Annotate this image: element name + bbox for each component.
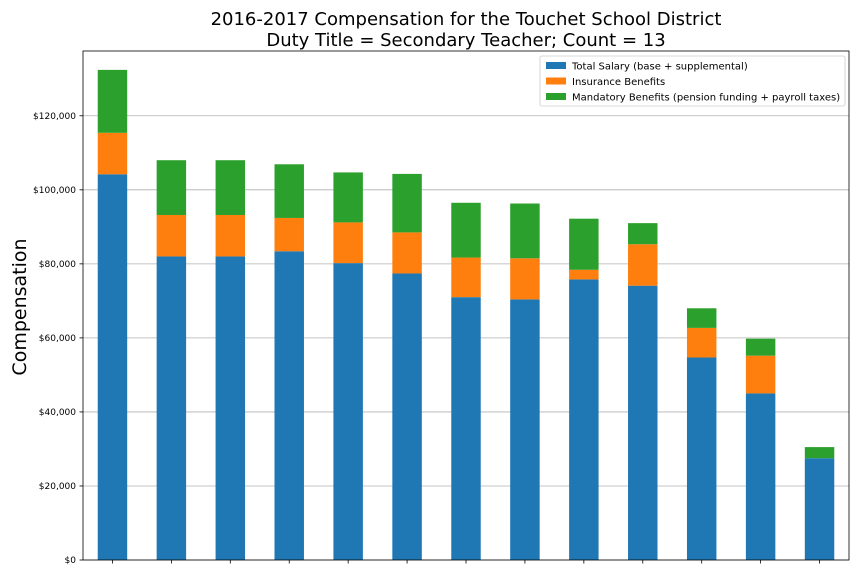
legend-swatch	[546, 93, 566, 100]
plot-frame	[82, 50, 850, 561]
bar-segment-series-1	[333, 263, 363, 560]
bar-segment-series-2	[274, 217, 304, 252]
bar-segment-series-1	[274, 251, 304, 560]
legend-label: Insurance Benefits	[572, 77, 665, 88]
bar-segment-series-1	[686, 357, 717, 560]
chart-title: 2016-2017 Compensation for the Touchet S…	[211, 9, 722, 30]
bar-segment-series-1	[392, 273, 422, 560]
legend-box	[539, 55, 846, 107]
bar-segment-series-1	[97, 174, 128, 560]
bar-segment-series-1	[804, 458, 835, 560]
bar-segment-series-2	[215, 214, 246, 257]
bar-segment-series-2	[569, 269, 599, 280]
axes: $0 $20,000 $40,000 $60,000 $80,000 $100,000 $1…	[33, 50, 850, 566]
bar-segment-series-2	[510, 258, 540, 300]
bar-segment-series-2	[156, 214, 187, 257]
bar-segment-series-1	[628, 285, 658, 560]
bar-segment-series-3	[804, 447, 835, 459]
bar-segment-series-3	[745, 338, 776, 356]
bar-segment-series-3	[333, 172, 363, 223]
y-tick-label: $0	[65, 556, 77, 566]
legend-label: Mandatory Benefits (pension funding + pa…	[572, 93, 840, 104]
bar-segment-series-3	[156, 160, 187, 215]
y-tick-label: $60,000	[39, 334, 76, 344]
bar-segment-series-1	[215, 256, 246, 560]
bar-segment-series-3	[569, 218, 599, 270]
bar-segment-series-1	[745, 393, 776, 560]
bar-segment-series-2	[97, 132, 128, 175]
bar-segment-series-1	[569, 279, 599, 560]
bar-segment-series-2	[392, 232, 422, 274]
bar-segment-series-3	[628, 223, 658, 245]
y-tick-label: $100,000	[33, 186, 76, 196]
bar-segment-series-1	[451, 297, 481, 560]
bar-segment-series-1	[156, 256, 187, 560]
bars	[97, 69, 835, 560]
chart-subtitle: Duty Title = Secondary Teacher; Count = …	[266, 30, 665, 51]
bar-segment-series-2	[451, 257, 481, 298]
bar-segment-series-1	[510, 299, 540, 560]
bar-segment-series-2	[686, 327, 717, 358]
bar-segment-series-2	[745, 355, 776, 394]
y-tick-label: $40,000	[39, 408, 76, 418]
bar-segment-series-3	[274, 164, 304, 218]
y-tick-label: $120,000	[33, 112, 76, 122]
legend-swatch	[546, 77, 566, 85]
bar-segment-series-3	[392, 173, 422, 233]
bar-segment-series-3	[451, 202, 481, 258]
bar-segment-series-3	[97, 69, 128, 133]
y-tick-label: $20,000	[39, 482, 76, 492]
bar-segment-series-3	[686, 308, 717, 328]
legend-swatch	[546, 62, 566, 69]
legend-label: Total Salary (base + supplemental)	[571, 62, 748, 73]
y-axis-label: Compensation	[9, 238, 31, 375]
bar-segment-series-3	[215, 160, 246, 215]
bar-segment-series-2	[628, 244, 658, 286]
bar-segment-series-3	[510, 203, 540, 259]
y-tick-label: $80,000	[39, 260, 76, 270]
bar-segment-series-2	[333, 222, 363, 264]
legend: Total Salary (base + supplemental) Insura…	[539, 55, 846, 107]
